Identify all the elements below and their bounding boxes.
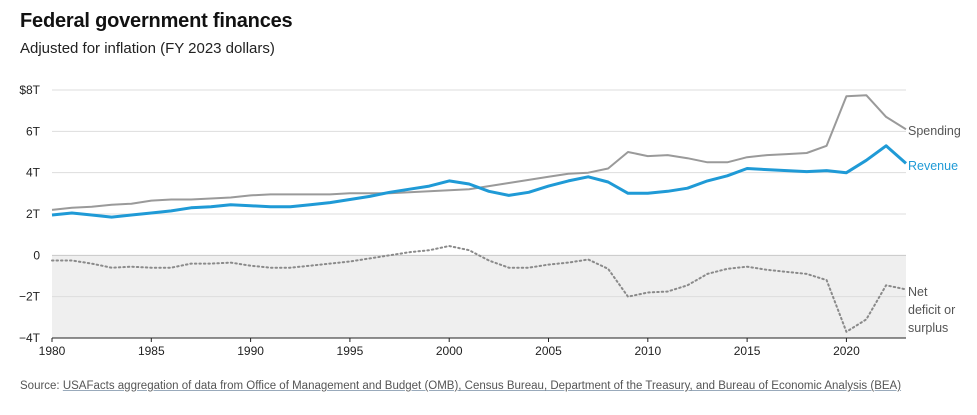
y-tick-label: 4T	[26, 166, 41, 180]
deficit-line	[51, 245, 907, 333]
x-tick-label: 1985	[138, 344, 165, 358]
deficit-label-line1: Net	[908, 285, 928, 299]
source-prefix: Source:	[20, 380, 63, 392]
x-tick-label: 2000	[436, 344, 463, 358]
deficit-label-line3: surplus	[908, 321, 948, 335]
x-tick-label: 2020	[833, 344, 860, 358]
x-tick-label: 2010	[634, 344, 661, 358]
x-tick-label: 1995	[337, 344, 364, 358]
revenue-label: Revenue	[908, 159, 958, 173]
y-tick-label: −4T	[19, 331, 41, 345]
deficit-label-line2: deficit or	[908, 303, 955, 317]
spending-label: Spending	[908, 124, 961, 138]
x-tick-label: 1980	[39, 344, 66, 358]
chart-title: Federal government finances	[20, 10, 293, 32]
spending-line	[51, 94, 907, 211]
y-tick-label: 0	[33, 248, 40, 262]
revenue-line	[51, 144, 907, 219]
chart-subtitle: Adjusted for inflation (FY 2023 dollars)	[20, 40, 275, 57]
line-chart: −4T −2T 0 2T 4T 6T $8T 1980 1985 1990 1995 2000 200…	[19, 83, 961, 358]
y-tick-label: 2T	[26, 207, 41, 221]
y-tick-label: $8T	[19, 83, 40, 97]
source-link[interactable]: USAFacts aggregation of data from Office…	[62, 380, 902, 392]
y-tick-label: −2T	[19, 290, 41, 304]
x-tick-label: 2015	[734, 344, 761, 358]
source-note: Source: USAFacts aggregation of data fro…	[20, 380, 901, 392]
y-tick-label: 6T	[26, 124, 41, 138]
x-tick-label: 2005	[535, 344, 562, 358]
x-tick-label: 1990	[237, 344, 264, 358]
